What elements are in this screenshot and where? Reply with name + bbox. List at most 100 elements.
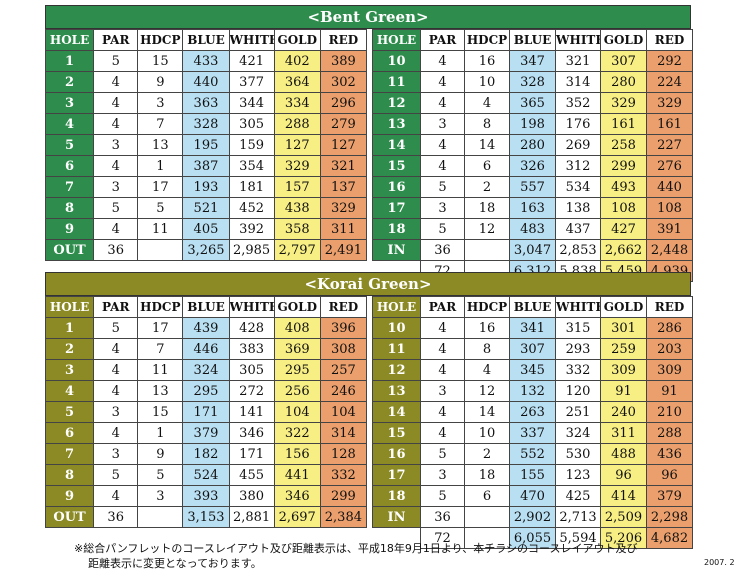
cell-par: 36 [93, 239, 139, 261]
cell-hole: IN [372, 239, 421, 261]
cell-hdcp: 11 [137, 359, 184, 381]
cell-red: 203 [646, 338, 693, 360]
cell-white: 314 [555, 71, 601, 93]
cell-white: 421 [228, 50, 275, 72]
cell-hdcp: 4 [464, 92, 510, 114]
hole-row: 10 4 16 341 315 301 286 [372, 317, 693, 339]
cell-hdcp: 2 [464, 176, 510, 198]
cell-gold: 91 [600, 380, 647, 402]
hole-row: 11 4 10 328 314 280 224 [372, 71, 693, 93]
cell-par: 3 [93, 176, 139, 198]
cell-red: 257 [319, 359, 368, 381]
cell-hdcp [137, 239, 184, 261]
cell-gold: 157 [273, 176, 321, 198]
header-hole: HOLE [44, 29, 95, 51]
cell-red: 302 [319, 71, 368, 93]
cell-par: 3 [420, 197, 465, 219]
header-white: WHITE [228, 29, 275, 51]
cell-gold: 402 [273, 50, 321, 72]
cell-red: 288 [646, 422, 693, 444]
header-gold: GOLD [600, 29, 647, 51]
cell-white: 383 [228, 338, 275, 360]
cell-hole: 13 [372, 380, 421, 402]
cell-gold: 427 [600, 218, 647, 240]
cell-hole: 6 [44, 155, 95, 177]
cell-par: 4 [420, 155, 465, 177]
cell-red: 161 [646, 113, 693, 135]
cell-red: 279 [319, 113, 368, 135]
print-date: 2007. 2 [704, 558, 735, 567]
cell-red: 391 [646, 218, 693, 240]
cell-hole: 9 [44, 485, 95, 507]
cell-par: 4 [420, 338, 465, 360]
cell-white: 344 [228, 92, 275, 114]
cell-gold: 311 [600, 422, 647, 444]
cell-red: 286 [646, 317, 693, 339]
cell-par: 4 [93, 359, 139, 381]
cell-par: 4 [93, 218, 139, 240]
footnote-line-1: ※総合パンフレットのコースレイアウト及び距離表示は、平成18年9月1日より、本チ… [74, 542, 638, 555]
cell-hole: 11 [372, 338, 421, 360]
cell-gold: 493 [600, 176, 647, 198]
cell-red: 96 [646, 464, 693, 486]
cell-hdcp: 10 [464, 71, 510, 93]
cell-hdcp: 17 [137, 176, 184, 198]
korai-back-nine-table: HOLE PAR HDCP BLUE WHITE GOLD RED 10 4 16 341 315 30… [372, 296, 693, 549]
cell-hole: 5 [44, 134, 95, 156]
cell-hole: 17 [372, 464, 421, 486]
header-hole: HOLE [44, 296, 95, 318]
cell-red: 329 [646, 92, 693, 114]
hole-row: 14 4 14 280 269 258 227 [372, 134, 693, 156]
cell-red: 224 [646, 71, 693, 93]
cell-white: 324 [555, 422, 601, 444]
hole-row: 1 5 17 439 428 408 396 [44, 317, 368, 339]
cell-hdcp: 7 [137, 338, 184, 360]
cell-white: 181 [228, 176, 275, 198]
cell-blue: 552 [509, 443, 556, 465]
cell-white: 380 [228, 485, 275, 507]
cell-gold: 280 [600, 71, 647, 93]
cell-hdcp: 6 [464, 155, 510, 177]
cell-par: 3 [93, 134, 139, 156]
cell-blue: 163 [509, 197, 556, 219]
cell-white: 2,985 [228, 239, 275, 261]
cell-par: 5 [420, 485, 465, 507]
cell-hole: 14 [372, 134, 421, 156]
cell-blue: 263 [509, 401, 556, 423]
cell-white: 2,713 [555, 506, 601, 528]
cell-red: 309 [646, 359, 693, 381]
cell-blue: 182 [182, 443, 230, 465]
cell-blue: 295 [182, 380, 230, 402]
korai-front-nine-table: HOLE PAR HDCP BLUE WHITE GOLD RED 1 5 17 439 428 408… [44, 296, 368, 528]
hole-row: 8 5 5 524 455 441 332 [44, 464, 368, 486]
cell-hdcp: 15 [137, 50, 184, 72]
hole-row: 9 4 11 405 392 358 311 [44, 218, 368, 240]
cell-hole: 16 [372, 443, 421, 465]
cell-gold: 2,662 [600, 239, 647, 261]
out-total-row: OUT 36 3,265 2,985 2,797 2,491 [44, 239, 368, 261]
cell-hole: 1 [44, 317, 95, 339]
hole-row: 8 5 5 521 452 438 329 [44, 197, 368, 219]
cell-red: 210 [646, 401, 693, 423]
header-par: PAR [420, 29, 465, 51]
cell-red: 128 [319, 443, 368, 465]
cell-blue: 328 [509, 71, 556, 93]
cell-hole: 3 [44, 359, 95, 381]
cell-gold: 96 [600, 464, 647, 486]
cell-gold: 301 [600, 317, 647, 339]
cell-white: 141 [228, 401, 275, 423]
cell-hdcp: 17 [137, 317, 184, 339]
hole-row: 11 4 8 307 293 259 203 [372, 338, 693, 360]
cell-white: 354 [228, 155, 275, 177]
cell-red: 108 [646, 197, 693, 219]
cell-white: 530 [555, 443, 601, 465]
cell-blue: 6,055 [509, 527, 556, 549]
cell-red: 4,682 [646, 527, 693, 549]
grand-total-row: 72 6,055 5,594 5,206 4,682 [373, 527, 693, 549]
cell-white: 269 [555, 134, 601, 156]
cell-gold: 358 [273, 218, 321, 240]
cell-hdcp: 4 [464, 359, 510, 381]
cell-hole: 4 [44, 113, 95, 135]
hole-row: 14 4 14 263 251 240 210 [372, 401, 693, 423]
cell-hole: OUT [44, 506, 95, 528]
